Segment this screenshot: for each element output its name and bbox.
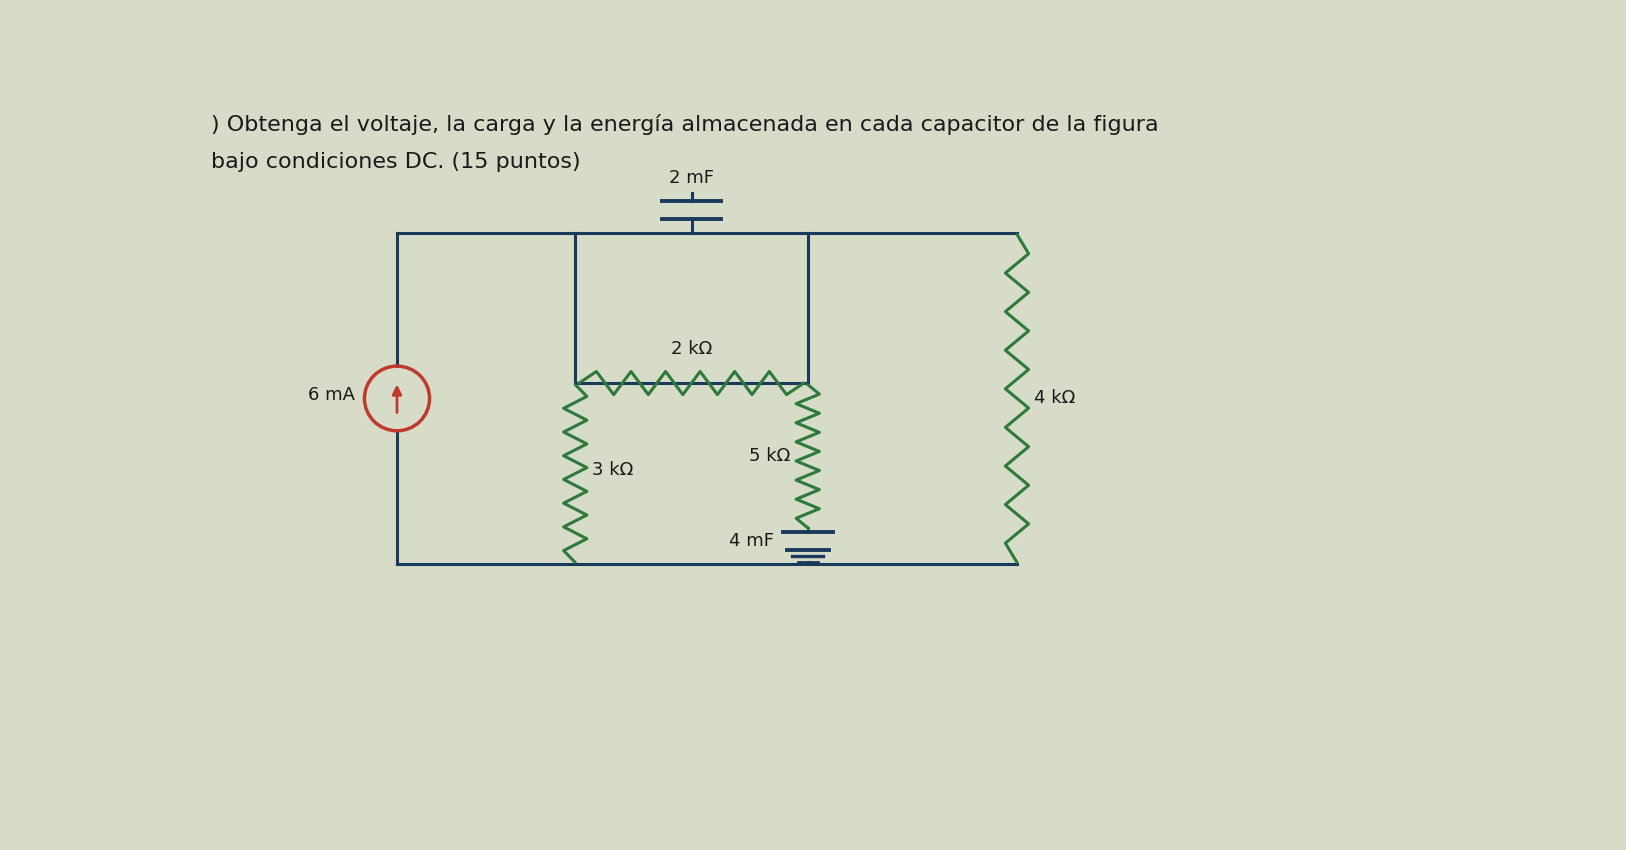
Text: 3 kΩ: 3 kΩ [592, 461, 634, 479]
Text: 4 kΩ: 4 kΩ [1034, 389, 1075, 407]
Text: 6 mA: 6 mA [309, 386, 354, 404]
Text: ) Obtenga el voltaje, la carga y la energía almacenada en cada capacitor de la f: ) Obtenga el voltaje, la carga y la ener… [211, 114, 1159, 134]
Text: 2 kΩ: 2 kΩ [672, 340, 712, 359]
Text: bajo condiciones DC. (15 puntos): bajo condiciones DC. (15 puntos) [211, 152, 580, 172]
Text: 4 mF: 4 mF [728, 532, 774, 550]
Text: 2 mF: 2 mF [668, 168, 714, 187]
Text: 5 kΩ: 5 kΩ [750, 447, 790, 465]
